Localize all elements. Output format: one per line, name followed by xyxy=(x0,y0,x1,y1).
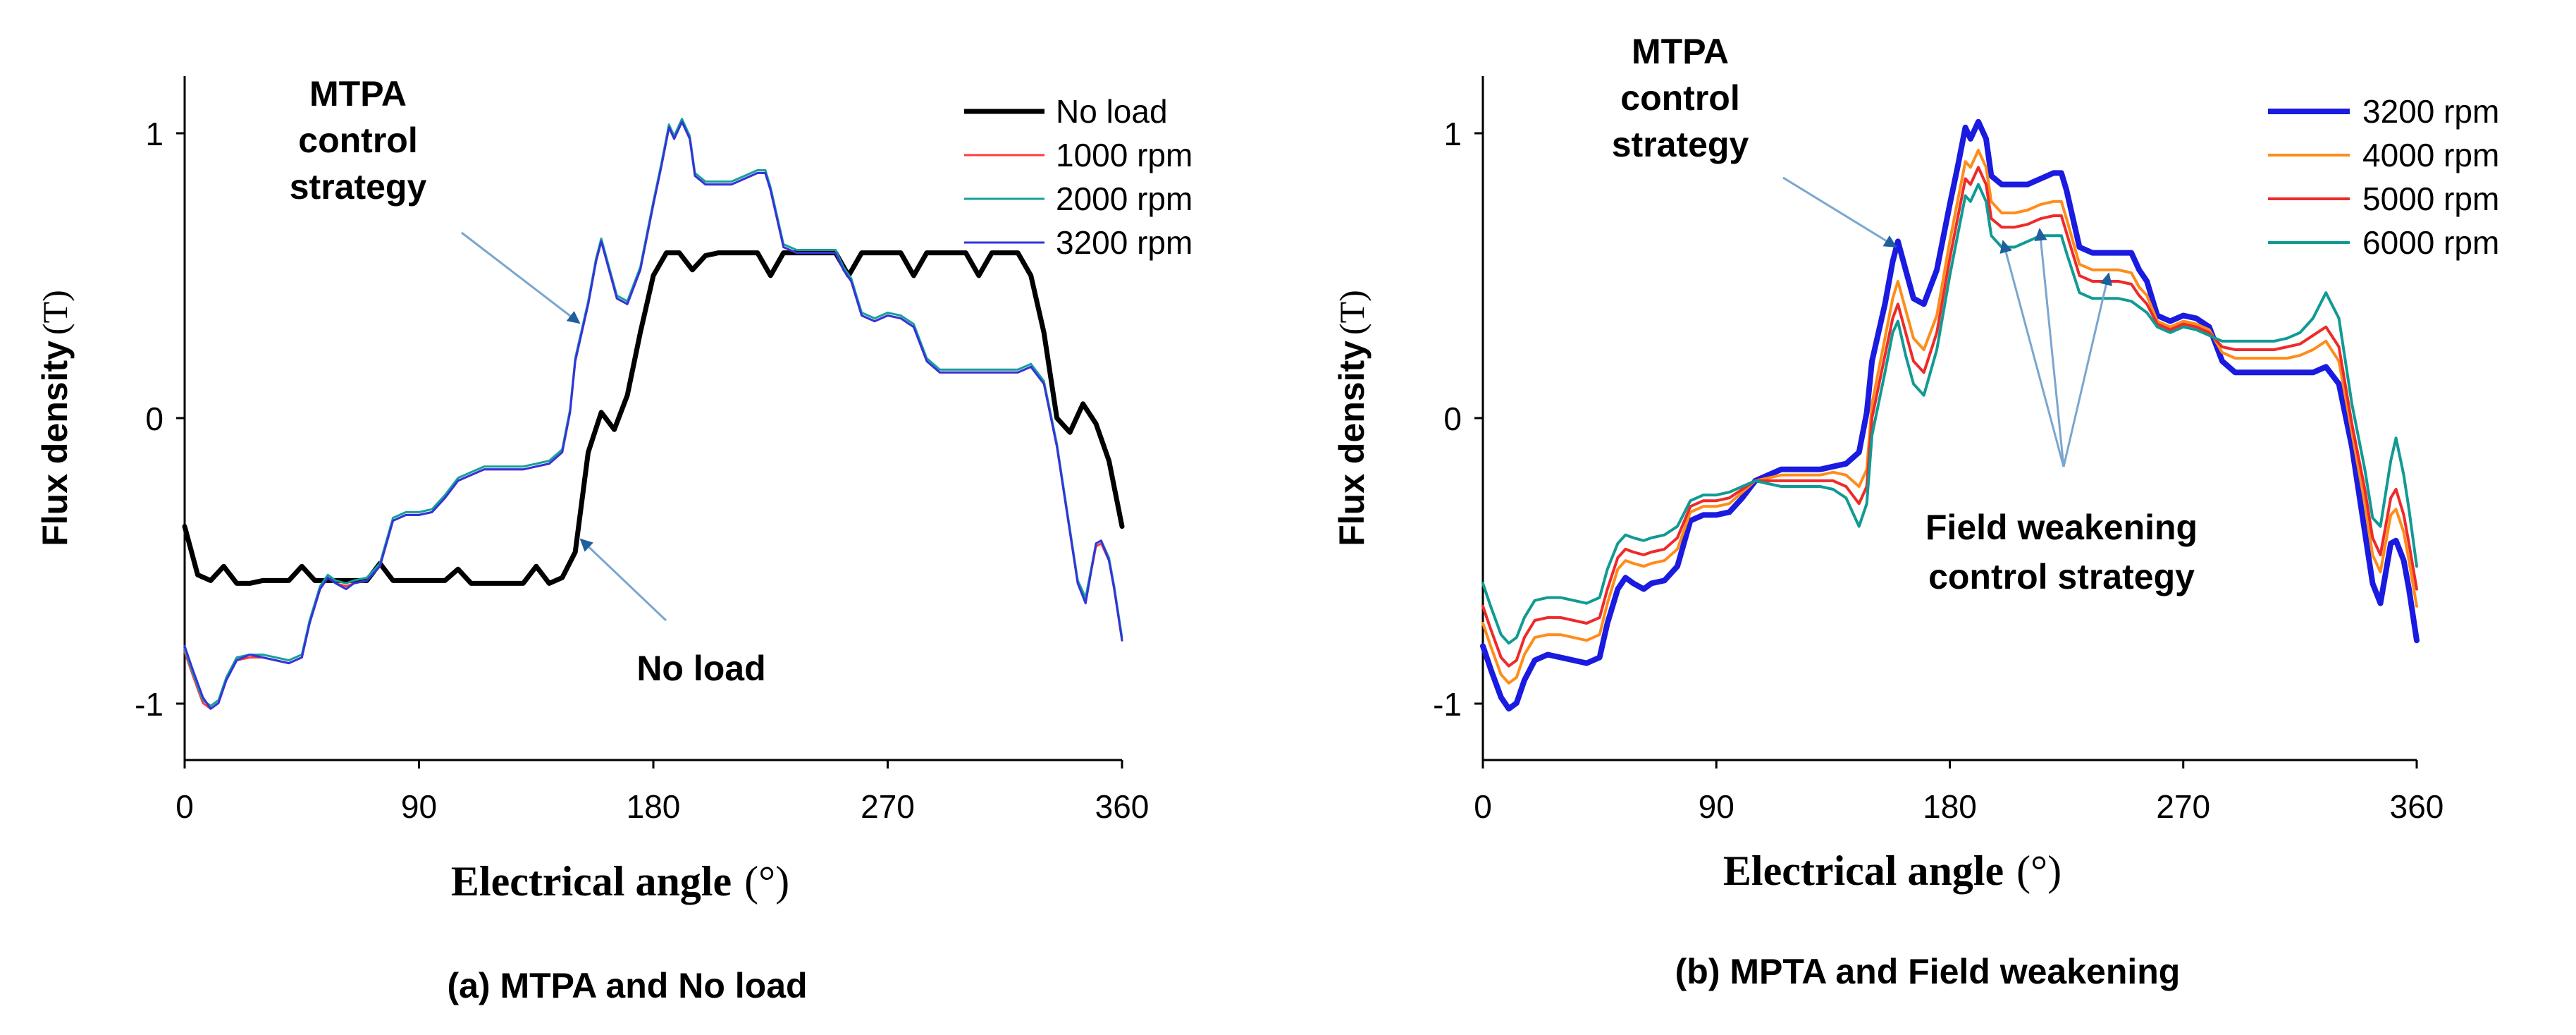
legend-label: 5000 rpm xyxy=(2362,180,2499,217)
annotation-arrow xyxy=(579,538,667,622)
x-tick-label: 360 xyxy=(2390,788,2444,825)
annotation-text: MTPA xyxy=(309,74,407,114)
series-group-b xyxy=(1480,118,2420,712)
legend-label: 2000 rpm xyxy=(1056,180,1193,217)
annotation-mtpa-b: MTPA control strategy xyxy=(1612,32,1897,248)
annotation-arrow xyxy=(461,231,581,324)
annotation-arrow xyxy=(1999,240,2065,467)
legend-label: 4000 rpm xyxy=(2362,137,2499,173)
annotation-arrow xyxy=(2062,272,2113,467)
x-tick-label: 270 xyxy=(2156,788,2210,825)
x-tick-label: 270 xyxy=(861,788,915,825)
annotation-arrow xyxy=(2034,228,2065,467)
x-tick-label: 90 xyxy=(401,788,437,825)
annotation-text: Field weakening xyxy=(1925,508,2198,547)
legend-label: 6000 rpm xyxy=(2362,224,2499,261)
series-group-a xyxy=(182,118,1125,710)
x-axis-label: Electrical angle (°) xyxy=(1723,847,2062,894)
annotation-text: control xyxy=(1620,78,1739,118)
annotation-field-weakening-b: Field weakening control strategy xyxy=(1925,228,2198,596)
x-axis-label: Electrical angle (°) xyxy=(451,858,789,905)
annotation-no-load-a: No load xyxy=(579,538,766,688)
legend-label: 3200 rpm xyxy=(1056,224,1193,261)
chart-panel-b: 1 0 -1 0 90 180 270 360 Flux density(T) … xyxy=(1332,32,2499,991)
series-line-1000-rpm-a xyxy=(183,121,1123,710)
legend-label: 1000 rpm xyxy=(1056,137,1193,173)
x-tick-label: 180 xyxy=(627,788,681,825)
annotation-text: MTPA xyxy=(1632,32,1729,71)
legend-a: No load 1000 rpm 2000 rpm 3200 rpm xyxy=(964,93,1193,261)
x-tick-label: 0 xyxy=(175,788,194,825)
annotation-mtpa-a: MTPA control strategy xyxy=(290,74,581,324)
annotation-arrow xyxy=(1782,176,1897,248)
y-axis-label: Flux density(T) xyxy=(1332,290,1372,546)
y-tick-label: -1 xyxy=(1433,686,1462,723)
chart-panel-a: 1 0 -1 0 90 180 270 360 Flux density(T) … xyxy=(35,74,1193,1005)
y-tick-label: 1 xyxy=(145,116,164,152)
annotation-text: control strategy xyxy=(1928,557,2195,596)
x-tick-label: 180 xyxy=(1923,788,1977,825)
annotation-text: strategy xyxy=(290,167,427,207)
series-line-3200-rpm-a xyxy=(183,121,1123,710)
annotation-text: strategy xyxy=(1612,125,1749,164)
y-tick-label: 1 xyxy=(1443,116,1462,152)
legend-label: No load xyxy=(1056,93,1168,130)
annotation-text: control xyxy=(298,121,417,160)
series-line-3200-rpm-b xyxy=(1480,118,2420,712)
series-line-4000-rpm-b xyxy=(1481,149,2418,685)
y-tick-label: -1 xyxy=(135,686,164,723)
legend-b: 3200 rpm 4000 rpm 5000 rpm 6000 rpm xyxy=(2268,93,2499,261)
y-axis-label: Flux density(T) xyxy=(35,290,75,546)
y-tick-label: 0 xyxy=(1443,400,1462,437)
x-tick-label: 0 xyxy=(1474,788,1492,825)
legend-label: 3200 rpm xyxy=(2362,93,2499,130)
series-line-6000-rpm-b xyxy=(1481,183,2418,645)
annotation-text: No load xyxy=(636,649,765,688)
caption-b: (b) MPTA and Field weakening xyxy=(1675,952,2181,991)
series-line-no-load-a xyxy=(182,250,1125,586)
series-line-5000-rpm-b xyxy=(1481,166,2418,668)
y-tick-label: 0 xyxy=(145,400,164,437)
caption-a: (a) MTPA and No load xyxy=(447,966,807,1005)
x-tick-label: 90 xyxy=(1699,788,1734,825)
x-tick-label: 360 xyxy=(1095,788,1150,825)
